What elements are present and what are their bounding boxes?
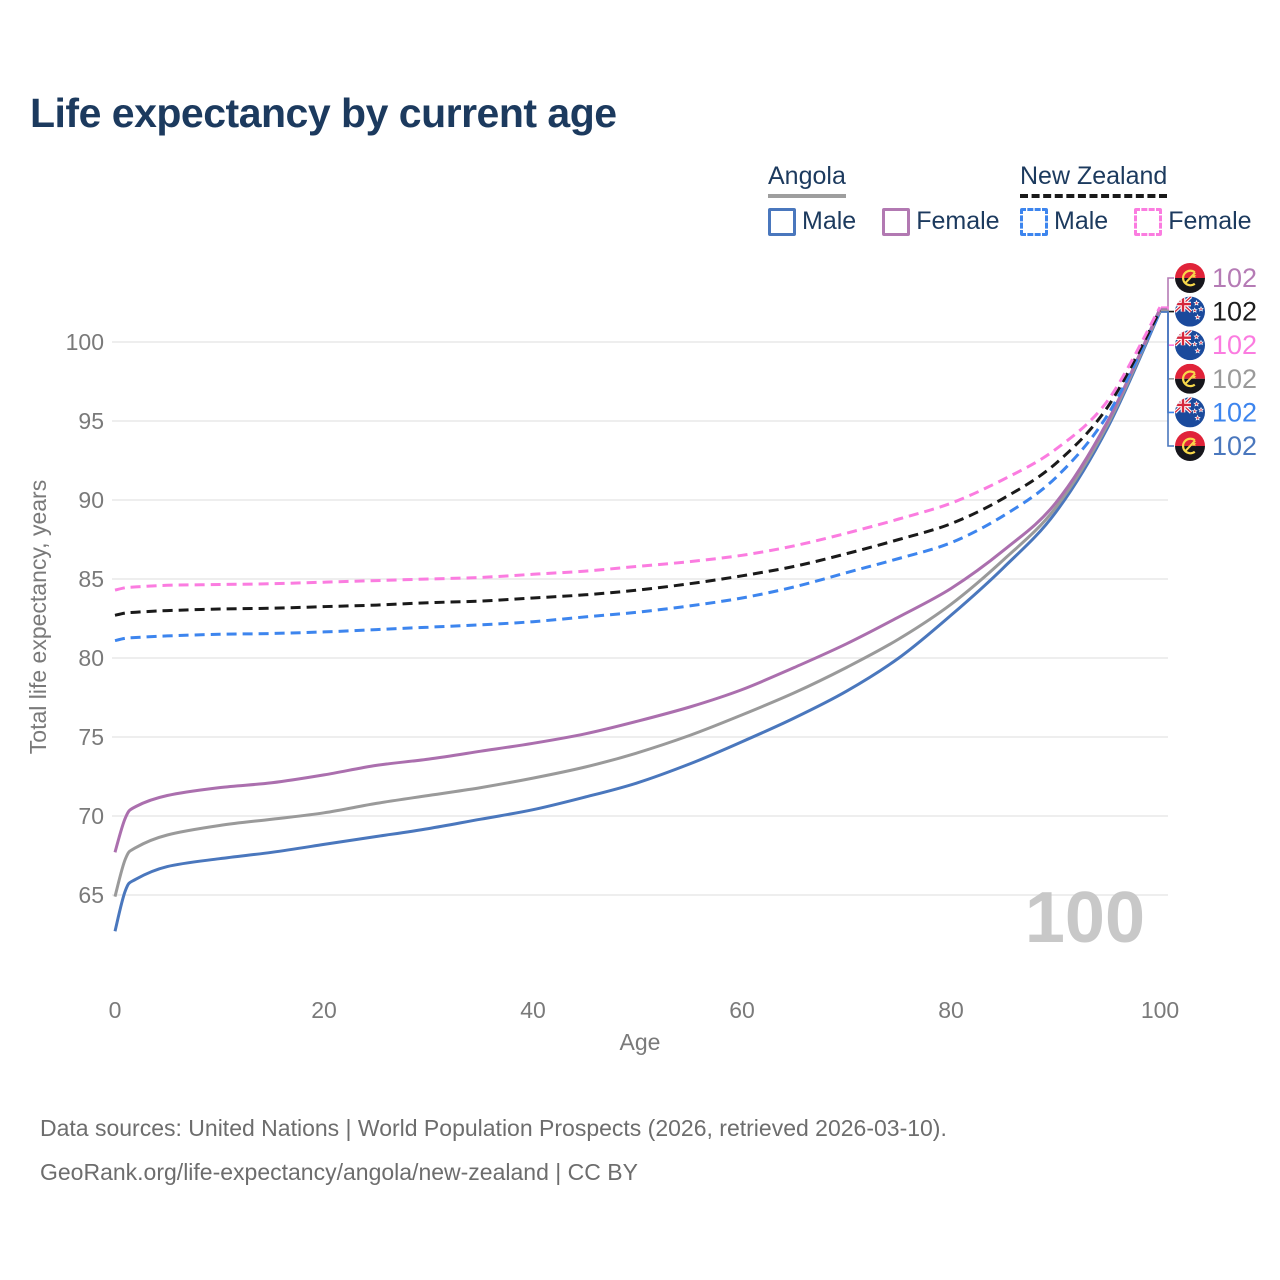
end-value-new-zealand-female: 102 xyxy=(1212,330,1257,360)
nz-female-swatch-icon xyxy=(1134,207,1163,236)
data-sources-line: Data sources: United Nations | World Pop… xyxy=(40,1115,947,1141)
angola-female-swatch-icon xyxy=(882,207,911,236)
end-value-angola-male: 102 xyxy=(1212,431,1257,461)
end-value-new-zealand-male: 102 xyxy=(1212,397,1257,427)
angola-male-swatch-icon xyxy=(768,207,796,236)
y-axis-title: Total life expectancy, years xyxy=(25,480,51,754)
legend-item-nz-male[interactable]: Male xyxy=(1020,207,1108,236)
x-axis-title: Age xyxy=(620,1029,661,1055)
legend-label: Female xyxy=(1168,207,1252,235)
end-value-angola-both-sexes: 102 xyxy=(1212,364,1257,394)
legend-group-angola: Angola Male Female xyxy=(768,162,1000,236)
footer: Data sources: United Nations | World Pop… xyxy=(40,1106,947,1194)
legend-item-nz-female[interactable]: Female xyxy=(1134,207,1252,236)
legend-group-new-zealand: New Zealand Male Female xyxy=(1020,162,1252,236)
svg-text:0: 0 xyxy=(109,997,122,1023)
svg-text:75: 75 xyxy=(78,724,104,750)
legend-country-angola[interactable]: Angola xyxy=(768,162,846,198)
line-new-zealand-both-sexes[interactable] xyxy=(114,309,1162,617)
svg-text:100: 100 xyxy=(1141,997,1179,1023)
legend-country-new-zealand[interactable]: New Zealand xyxy=(1020,162,1168,198)
legend-label: Male xyxy=(1054,207,1109,235)
svg-text:65: 65 xyxy=(78,882,104,908)
y-axis-ticks: 65 70 75 80 85 90 95 100 xyxy=(66,329,104,908)
svg-text:85: 85 xyxy=(78,566,104,592)
svg-text:70: 70 xyxy=(78,803,104,829)
line-angola-both-sexes[interactable] xyxy=(113,309,1162,897)
source-url-line[interactable]: GeoRank.org/life-expectancy/angola/new-z… xyxy=(40,1159,638,1185)
gridlines xyxy=(112,341,1168,896)
svg-text:60: 60 xyxy=(729,997,755,1023)
svg-text:20: 20 xyxy=(311,997,337,1023)
svg-text:95: 95 xyxy=(78,408,104,434)
angola-flag-icon xyxy=(1175,263,1205,293)
legend-item-angola-female[interactable]: Female xyxy=(882,207,1000,236)
svg-text:40: 40 xyxy=(520,997,546,1023)
age-watermark: 100 xyxy=(1025,878,1145,958)
page-title: Life expectancy by current age xyxy=(30,90,617,136)
line-angola-male[interactable] xyxy=(113,311,1162,932)
svg-text:90: 90 xyxy=(78,487,104,513)
nz-male-swatch-icon xyxy=(1020,207,1048,236)
end-value-new-zealand-both-sexes: 102 xyxy=(1212,297,1257,327)
leader-line xyxy=(1161,277,1174,310)
svg-text:80: 80 xyxy=(938,997,964,1023)
angola-flag-icon xyxy=(1175,431,1205,461)
line-new-zealand-male[interactable] xyxy=(114,311,1162,643)
legend-item-angola-male[interactable]: Male xyxy=(768,207,856,236)
legend-label: Male xyxy=(802,207,857,235)
series-lines xyxy=(113,306,1162,932)
end-value-angola-female: 102 xyxy=(1212,263,1257,293)
leader-line xyxy=(1161,311,1174,447)
new-zealand-flag-icon xyxy=(1175,297,1205,327)
line-new-zealand-female[interactable] xyxy=(114,306,1162,592)
angola-flag-icon xyxy=(1175,364,1205,394)
new-zealand-flag-icon xyxy=(1175,397,1205,427)
legend-label: Female xyxy=(916,207,1000,235)
new-zealand-flag-icon xyxy=(1175,330,1205,360)
line-angola-female[interactable] xyxy=(113,308,1162,853)
svg-text:100: 100 xyxy=(66,329,104,355)
legend: Angola Male Female New Zealand Male xyxy=(0,162,1280,252)
x-axis-ticks: 0 20 40 60 80 100 xyxy=(109,997,1180,1023)
svg-text:80: 80 xyxy=(78,645,104,671)
